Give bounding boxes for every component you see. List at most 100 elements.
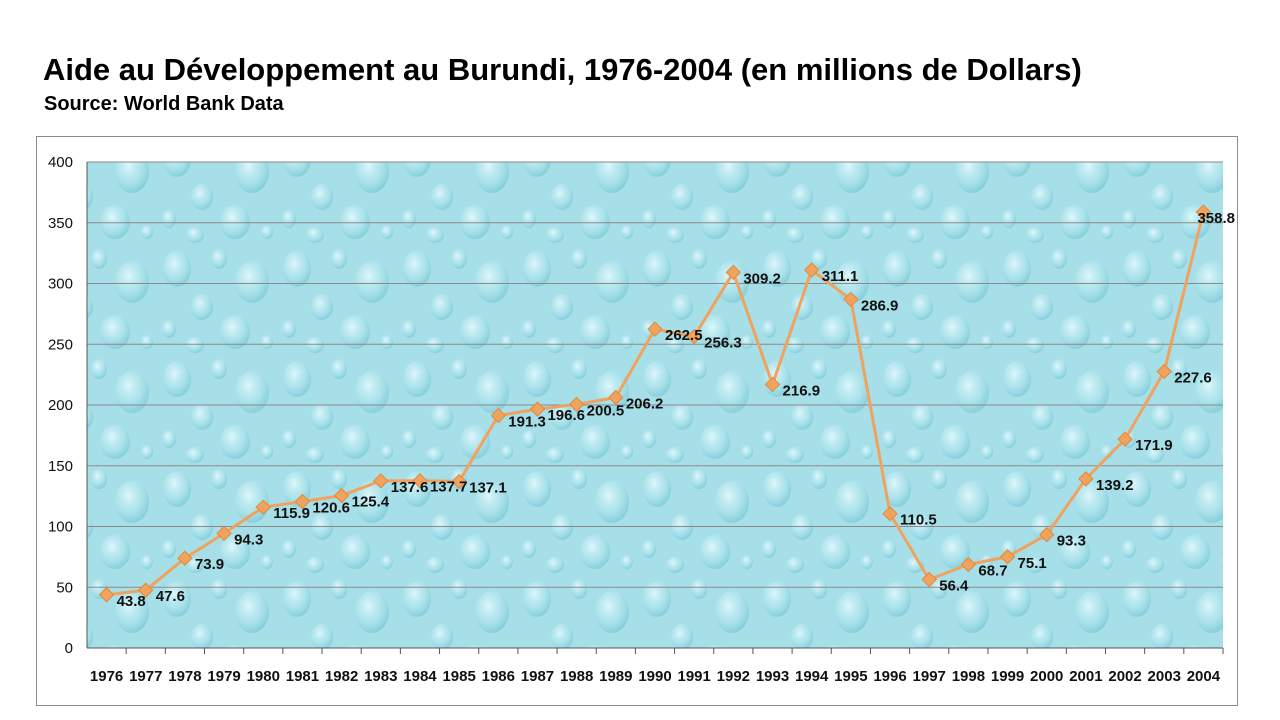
data-point xyxy=(98,587,115,603)
y-tick-label: 150 xyxy=(48,458,73,475)
data-label: 191.3 xyxy=(508,414,546,431)
page-title: Aide au Développement au Burundi, 1976-2… xyxy=(43,52,1082,87)
x-tick-label: 1987 xyxy=(521,668,554,685)
data-label: 115.9 xyxy=(273,505,310,522)
x-tick-label: 1985 xyxy=(442,668,475,685)
data-label: 309.2 xyxy=(743,270,781,287)
data-point xyxy=(333,487,350,504)
chart-frame: 0 50 100 150 200 250 300 350 400 1976 1977 1978 1979… xyxy=(36,136,1238,706)
data-point xyxy=(803,262,820,278)
data-point xyxy=(1195,204,1212,220)
x-tick-label: 1989 xyxy=(599,668,632,685)
data-point xyxy=(568,396,585,413)
data-label: 110.5 xyxy=(900,512,937,529)
data-label: 43.8 xyxy=(117,593,146,610)
data-point xyxy=(999,549,1016,565)
data-label: 171.9 xyxy=(1135,437,1173,454)
data-label: 137.7 xyxy=(430,479,468,496)
x-tick-label: 1999 xyxy=(991,668,1024,685)
data-point xyxy=(177,550,193,566)
x-tick-label: 1996 xyxy=(873,668,906,685)
data-point xyxy=(373,473,389,489)
x-tick-label: 1982 xyxy=(325,668,358,685)
data-point xyxy=(843,291,859,308)
data-point xyxy=(764,376,781,393)
data-point xyxy=(686,328,702,345)
data-label: 137.6 xyxy=(391,479,429,496)
x-tick-label: 2002 xyxy=(1108,668,1141,685)
y-tick-label: 100 xyxy=(48,519,73,536)
page-subtitle: Source: World Bank Data xyxy=(44,93,284,115)
data-label: 311.1 xyxy=(822,268,859,285)
data-point xyxy=(294,493,311,510)
x-tick-label: 1978 xyxy=(168,668,201,685)
data-point xyxy=(921,571,937,588)
x-tick-label: 1988 xyxy=(560,668,593,685)
data-label: 227.6 xyxy=(1174,369,1212,386)
data-label: 286.9 xyxy=(861,297,899,314)
data-point xyxy=(608,389,624,406)
x-tick-label: 1998 xyxy=(952,668,985,685)
x-tick-label: 2004 xyxy=(1187,668,1221,685)
line-chart: 0 50 100 150 200 250 300 350 400 1976 1977 1978 1979… xyxy=(48,154,1235,685)
x-tick-label: 1997 xyxy=(913,668,946,685)
y-tick-label: 250 xyxy=(48,336,73,353)
data-point xyxy=(1117,431,1133,447)
x-tick-label: 1990 xyxy=(638,668,671,685)
x-tick-label: 2003 xyxy=(1148,668,1181,685)
y-tick-label: 200 xyxy=(48,397,73,414)
data-label: 56.4 xyxy=(939,577,969,594)
data-point xyxy=(529,401,546,417)
data-point xyxy=(960,556,977,573)
x-tick-label: 1977 xyxy=(129,668,162,685)
data-label: 94.3 xyxy=(234,531,263,548)
data-label: 256.3 xyxy=(704,335,742,352)
data-point xyxy=(412,472,428,489)
data-label: 139.2 xyxy=(1096,477,1134,494)
y-tick-label: 300 xyxy=(48,276,73,293)
data-label: 262.5 xyxy=(665,327,703,344)
data-label: 47.6 xyxy=(156,588,185,605)
data-label: 73.9 xyxy=(195,556,224,573)
data-label: 200.5 xyxy=(587,402,625,419)
y-tick-label: 350 xyxy=(48,215,73,232)
data-label: 206.2 xyxy=(626,395,664,412)
data-label: 125.4 xyxy=(352,494,390,511)
x-tick-label: 1994 xyxy=(795,668,829,685)
data-point xyxy=(490,407,507,424)
data-label: 93.3 xyxy=(1057,533,1086,550)
x-tick-label: 1976 xyxy=(90,668,123,685)
data-point xyxy=(1039,526,1055,543)
x-tick-label: 1991 xyxy=(677,668,710,685)
data-label: 137.1 xyxy=(469,479,507,496)
x-tick-label: 1979 xyxy=(207,668,240,685)
data-point xyxy=(138,582,154,598)
x-tick-label: 2001 xyxy=(1069,668,1102,685)
data-point xyxy=(451,473,467,490)
data-label: 120.6 xyxy=(312,499,350,516)
x-tick-label: 1984 xyxy=(403,668,437,685)
y-tick-label: 0 xyxy=(65,640,73,657)
data-label: 196.6 xyxy=(547,407,585,424)
data-point xyxy=(216,525,232,542)
y-tick-label: 400 xyxy=(48,154,73,171)
x-tick-label: 1986 xyxy=(482,668,515,685)
data-label: 358.8 xyxy=(1197,210,1235,227)
x-tick-label: 1995 xyxy=(834,668,867,685)
x-tick-label: 1993 xyxy=(756,668,789,685)
data-label: 68.7 xyxy=(978,563,1007,580)
data-point xyxy=(725,264,742,281)
x-tick-label: 1980 xyxy=(247,668,280,685)
data-point xyxy=(1156,363,1172,380)
x-tick-label: 2000 xyxy=(1030,668,1063,685)
data-point xyxy=(647,321,663,337)
data-label: 216.9 xyxy=(783,382,821,399)
data-point xyxy=(255,499,271,515)
data-point xyxy=(1078,471,1094,487)
y-tick-label: 50 xyxy=(56,579,73,596)
x-tick-label: 1992 xyxy=(717,668,750,685)
data-label: 75.1 xyxy=(1018,555,1047,572)
x-tick-label: 1981 xyxy=(286,668,319,685)
data-point xyxy=(882,506,898,522)
x-tick-label: 1983 xyxy=(364,668,397,685)
